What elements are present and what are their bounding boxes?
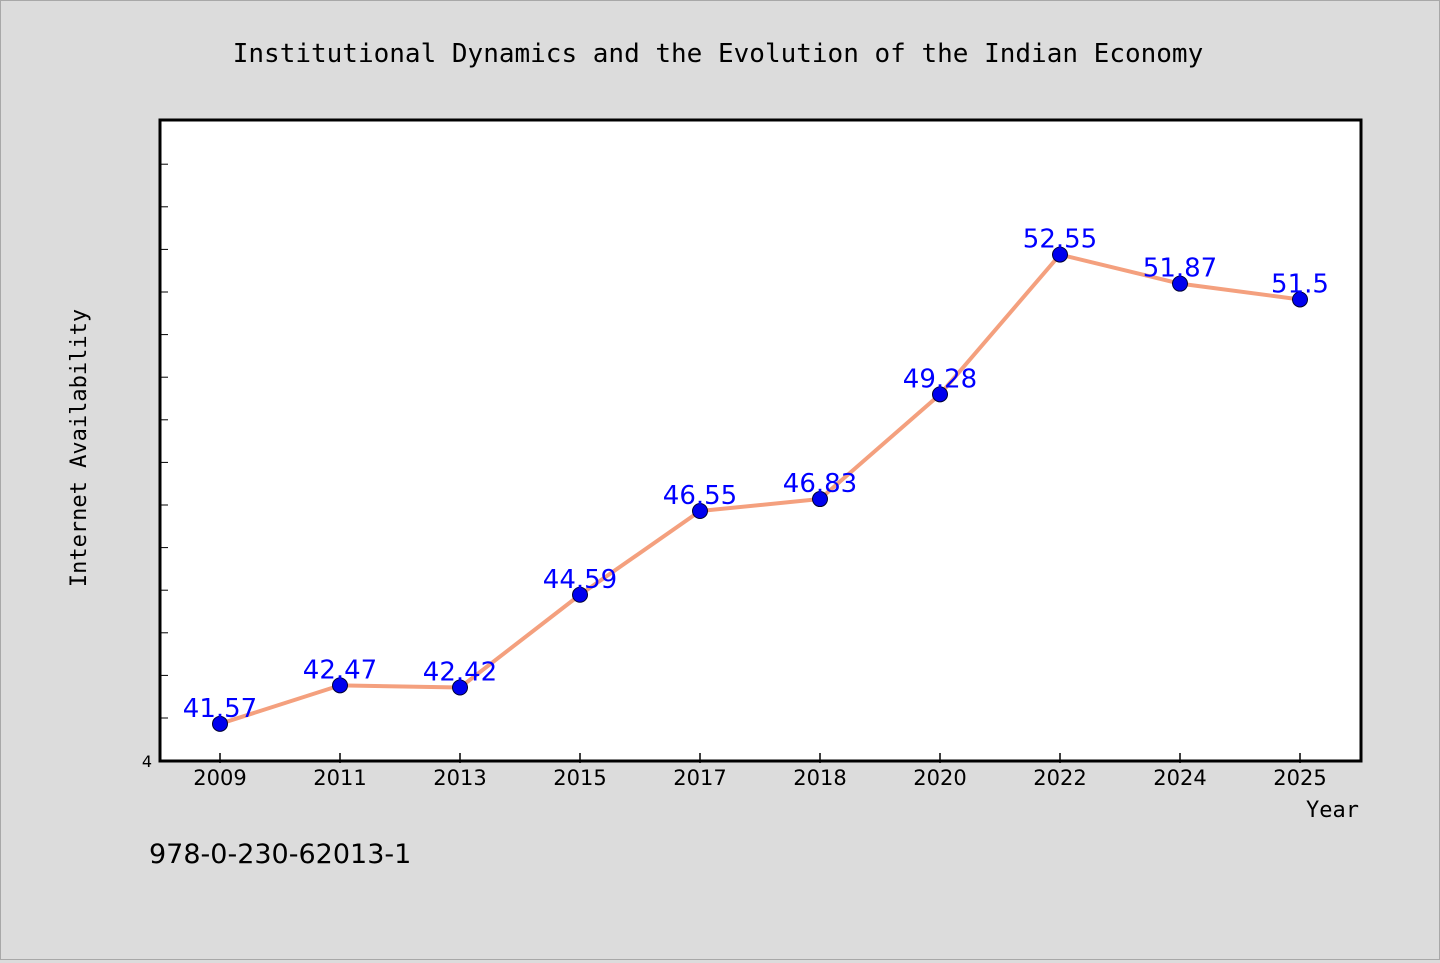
data-point xyxy=(212,715,228,732)
x-tick-label: 2025 xyxy=(1273,766,1326,790)
x-axis-label: Year xyxy=(1306,798,1359,823)
data-point xyxy=(1172,275,1188,292)
data-point xyxy=(692,503,708,520)
data-point xyxy=(1052,246,1068,263)
footer-isbn: 978-0-230-62013-1 xyxy=(149,839,411,870)
x-tick-label: 2024 xyxy=(1153,766,1206,790)
y-axis-ticks xyxy=(161,163,168,719)
data-point xyxy=(1292,291,1308,308)
plot-area xyxy=(158,118,1363,763)
x-tick-label: 2011 xyxy=(313,766,366,790)
series-line xyxy=(219,252,1301,726)
data-point xyxy=(452,679,468,696)
data-label: 44.59 xyxy=(543,565,617,595)
data-label: 41.57 xyxy=(183,694,257,724)
data-label: 42.47 xyxy=(303,655,377,685)
data-label: 46.55 xyxy=(663,481,737,511)
data-point xyxy=(332,677,348,694)
data-label: 42.42 xyxy=(423,657,497,687)
x-tick-label: 2020 xyxy=(913,766,966,790)
x-tick-label: 2015 xyxy=(553,766,606,790)
data-label: 51.87 xyxy=(1143,254,1217,284)
data-label: 51.5 xyxy=(1271,269,1329,299)
series-layer: 41.57 42.47 42.42 44.59 46.55 46.83 49.28 52.55… xyxy=(183,225,1329,732)
data-point xyxy=(572,586,588,603)
y-axis-label: Internet Availability xyxy=(67,309,92,587)
x-tick-label: 2018 xyxy=(793,766,846,790)
x-tick-label: 2017 xyxy=(673,766,726,790)
data-label: 52.55 xyxy=(1023,225,1097,255)
x-axis-tick-labels: 2009 2011 2013 2015 2017 2018 2020 2022 2024 2025 xyxy=(193,766,1326,790)
data-point xyxy=(812,491,828,508)
data-label: 49.28 xyxy=(903,364,977,394)
x-tick-label: 2009 xyxy=(193,766,246,790)
x-tick-label: 2022 xyxy=(1033,766,1086,790)
data-point xyxy=(932,386,948,403)
x-axis-ticks xyxy=(219,753,1301,763)
data-label: 46.83 xyxy=(783,469,857,499)
x-tick-label: 2013 xyxy=(433,766,486,790)
chart-title: Institutional Dynamics and the Evolution… xyxy=(233,39,1204,69)
y-tick-label: 4 xyxy=(142,752,152,771)
